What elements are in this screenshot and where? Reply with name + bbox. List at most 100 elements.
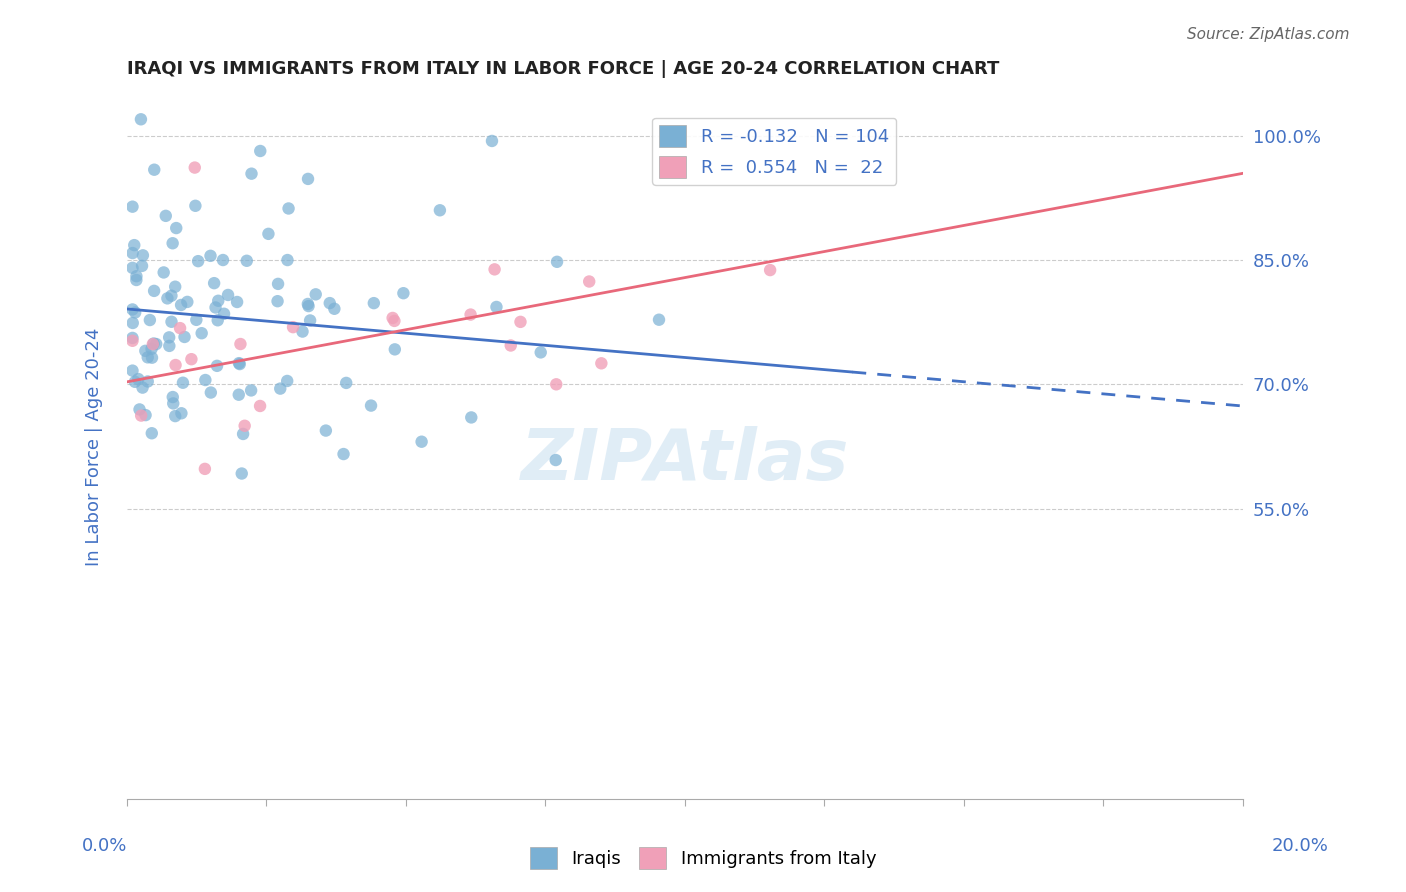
- Point: [360, 399, 382, 413]
- Point: [125, 269, 148, 284]
- Legend: R = -0.132   N = 104, R =  0.554   N =  22: R = -0.132 N = 104, R = 0.554 N = 22: [652, 118, 897, 185]
- Point: [169, 321, 191, 335]
- Point: [207, 313, 229, 327]
- Point: [184, 161, 207, 175]
- Point: [122, 238, 145, 252]
- Point: [232, 427, 254, 442]
- Point: [460, 410, 482, 425]
- Point: [269, 382, 291, 396]
- Point: [460, 308, 482, 322]
- Point: [266, 294, 288, 309]
- Point: [297, 299, 319, 313]
- Point: [143, 284, 166, 298]
- Point: [257, 227, 280, 241]
- Point: [229, 337, 252, 351]
- Text: Source: ZipAtlas.com: Source: ZipAtlas.com: [1187, 27, 1350, 42]
- Point: [145, 337, 167, 351]
- Text: 0.0%: 0.0%: [82, 837, 127, 855]
- Point: [200, 249, 222, 263]
- Point: [205, 359, 228, 373]
- Point: [134, 343, 156, 358]
- Point: [484, 262, 506, 277]
- Point: [319, 296, 342, 310]
- Point: [162, 390, 184, 404]
- Point: [200, 385, 222, 400]
- Point: [136, 351, 159, 365]
- Point: [578, 275, 600, 289]
- Point: [142, 337, 165, 351]
- Point: [129, 409, 152, 423]
- Point: [429, 203, 451, 218]
- Point: [305, 287, 328, 301]
- Point: [141, 342, 163, 356]
- Point: [392, 286, 415, 301]
- Point: [384, 314, 406, 328]
- Point: [142, 336, 165, 351]
- Point: [121, 363, 143, 377]
- Point: [131, 259, 153, 273]
- Point: [228, 388, 250, 402]
- Point: [128, 402, 150, 417]
- Point: [485, 300, 508, 314]
- Point: [121, 334, 143, 348]
- Point: [170, 406, 193, 420]
- Point: [315, 424, 337, 438]
- Point: [332, 447, 354, 461]
- Point: [173, 330, 195, 344]
- Point: [759, 263, 782, 277]
- Point: [124, 375, 146, 389]
- Point: [297, 297, 319, 311]
- Point: [141, 351, 163, 365]
- Point: [231, 467, 253, 481]
- Point: [160, 315, 183, 329]
- Point: [156, 291, 179, 305]
- Point: [381, 310, 404, 325]
- Point: [124, 305, 146, 319]
- Point: [184, 199, 207, 213]
- Point: [180, 352, 202, 367]
- Point: [121, 246, 143, 260]
- Point: [136, 375, 159, 389]
- Point: [291, 325, 314, 339]
- Point: [121, 302, 143, 317]
- Point: [267, 277, 290, 291]
- Point: [363, 296, 385, 310]
- Y-axis label: In Labor Force | Age 20-24: In Labor Force | Age 20-24: [86, 327, 103, 566]
- Point: [299, 313, 322, 327]
- Point: [411, 434, 433, 449]
- Point: [165, 279, 187, 293]
- Point: [212, 307, 235, 321]
- Point: [190, 326, 212, 341]
- Point: [226, 295, 249, 310]
- Point: [233, 418, 256, 433]
- Point: [648, 312, 671, 326]
- Point: [546, 255, 568, 269]
- Point: [121, 316, 143, 330]
- Point: [217, 288, 239, 302]
- Point: [499, 338, 522, 352]
- Point: [187, 254, 209, 268]
- Point: [228, 356, 250, 370]
- Legend: Iraqis, Immigrants from Italy: Iraqis, Immigrants from Italy: [523, 839, 883, 876]
- Point: [202, 276, 225, 290]
- Point: [249, 399, 271, 413]
- Point: [176, 294, 198, 309]
- Point: [544, 453, 567, 467]
- Point: [172, 376, 194, 390]
- Point: [141, 426, 163, 441]
- Point: [162, 236, 184, 251]
- Point: [481, 134, 503, 148]
- Point: [155, 209, 177, 223]
- Point: [160, 289, 183, 303]
- Text: 20.0%: 20.0%: [1272, 837, 1329, 855]
- Point: [162, 396, 184, 410]
- Point: [125, 273, 148, 287]
- Point: [165, 221, 187, 235]
- Text: IRAQI VS IMMIGRANTS FROM ITALY IN LABOR FORCE | AGE 20-24 CORRELATION CHART: IRAQI VS IMMIGRANTS FROM ITALY IN LABOR …: [127, 60, 1000, 78]
- Point: [509, 315, 531, 329]
- Point: [165, 409, 187, 423]
- Point: [157, 330, 180, 344]
- Point: [121, 200, 143, 214]
- Point: [384, 343, 406, 357]
- Point: [143, 162, 166, 177]
